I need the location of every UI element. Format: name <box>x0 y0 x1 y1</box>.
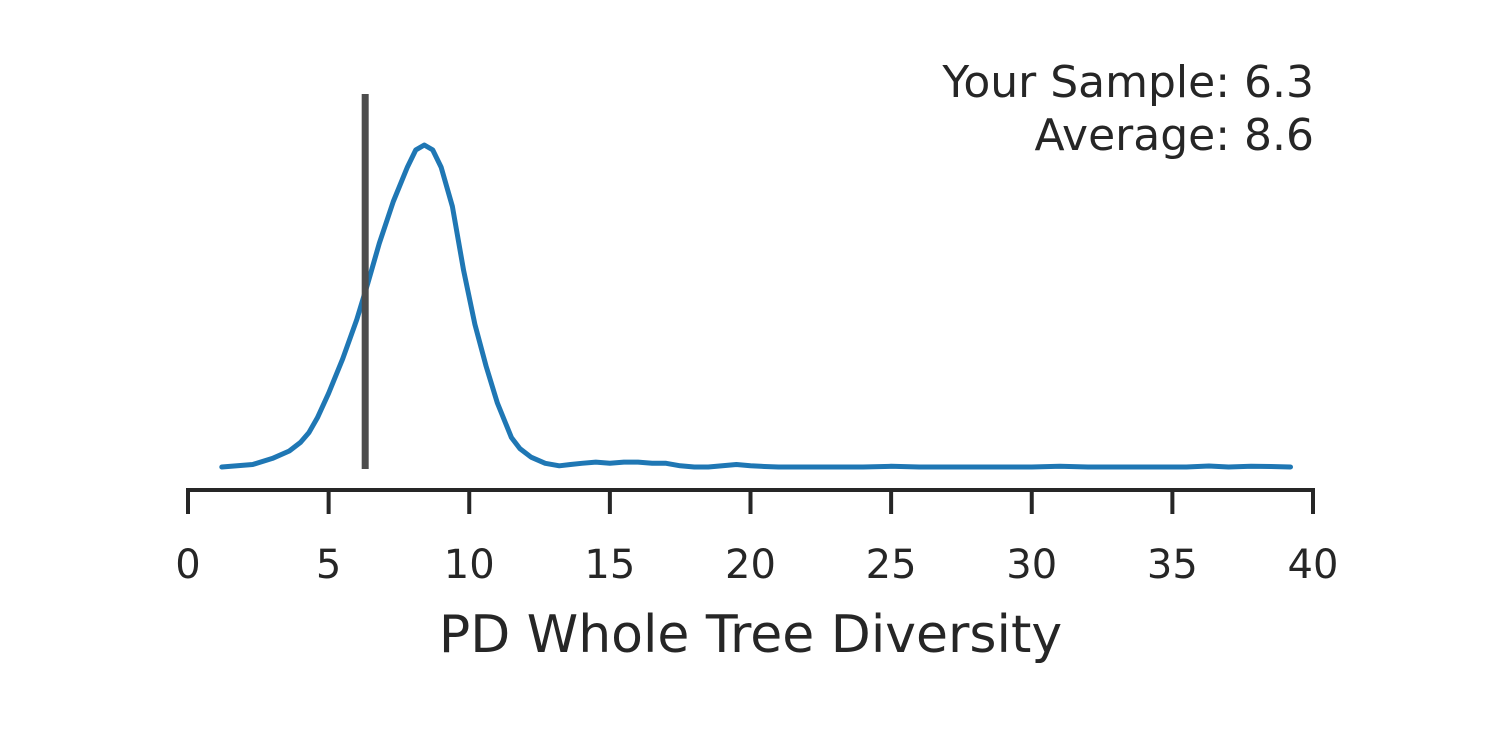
x-tick-label: 30 <box>1006 542 1057 588</box>
your-sample-annotation: Your Sample: 6.3 <box>941 57 1314 108</box>
density-curve <box>219 142 1293 470</box>
x-axis-title: PD Whole Tree Diversity <box>439 605 1062 665</box>
x-tick-label: 40 <box>1288 542 1339 588</box>
x-tick-label: 35 <box>1147 542 1198 588</box>
x-tick-label: 0 <box>175 542 200 588</box>
plot-area <box>219 94 1293 470</box>
x-tick-label: 25 <box>866 542 917 588</box>
x-tick-label: 5 <box>316 542 341 588</box>
x-tick-label: 15 <box>584 542 635 588</box>
x-tick-label: 10 <box>444 542 495 588</box>
x-tick-label: 20 <box>725 542 776 588</box>
average-annotation: Average: 8.6 <box>1035 110 1314 161</box>
x-axis: 0 5 10 15 20 25 30 35 40 <box>175 488 1339 588</box>
